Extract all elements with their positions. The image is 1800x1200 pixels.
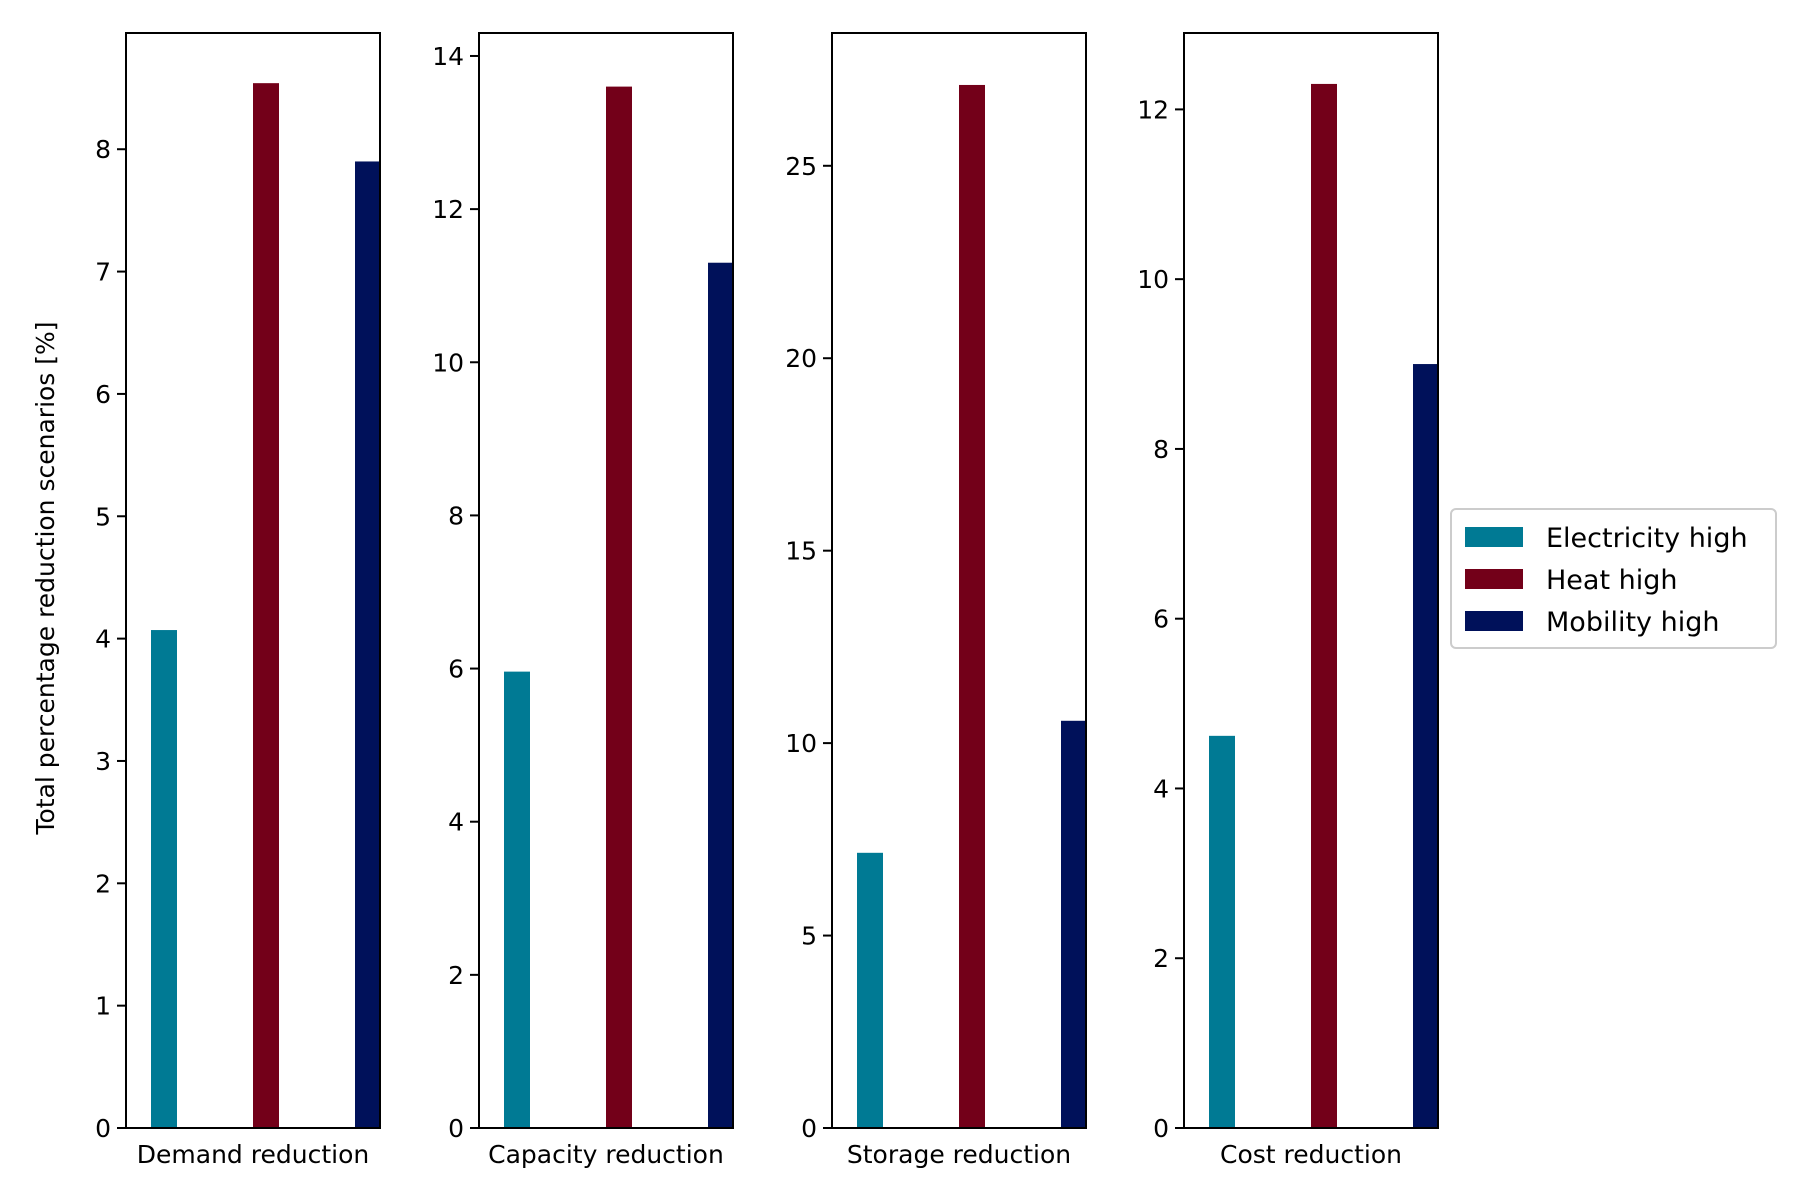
y-tick-label-cost-reduction: 12 (1137, 95, 1169, 124)
legend-swatch-heat-high (1465, 569, 1523, 589)
bar-demand-reduction-mobility-high (355, 161, 381, 1128)
y-tick-label-demand-reduction: 7 (95, 258, 111, 287)
y-tick-label-capacity-reduction: 4 (448, 808, 464, 837)
y-tick-label-cost-reduction: 2 (1153, 944, 1169, 973)
panel-demand-reduction: 0 1 2 3 4 5 6 7 8 Demand reduction (95, 32, 381, 1169)
bar-demand-reduction-electricity-high (151, 630, 177, 1128)
legend-label-electricity-high: Electricity high (1546, 523, 1748, 554)
y-tick-label-storage-reduction: 25 (785, 152, 817, 181)
bar-capacity-reduction-heat-high (606, 86, 632, 1128)
y-tick-label-demand-reduction: 1 (95, 992, 111, 1021)
legend-swatch-mobility-high (1465, 611, 1523, 631)
panel-storage-reduction: 0 5 10 15 20 25 Storage reduction (785, 32, 1087, 1169)
bar-demand-reduction-heat-high (253, 83, 279, 1129)
y-tick-label-cost-reduction: 8 (1153, 435, 1169, 464)
y-tick-label-demand-reduction: 5 (95, 502, 111, 531)
axes-frame-demand-reduction (125, 32, 381, 1129)
bar-storage-reduction-mobility-high (1061, 720, 1087, 1128)
panel-capacity-reduction: 0 2 4 6 8 10 12 14 Capacity reduction (432, 32, 734, 1169)
y-tick-label-cost-reduction: 0 (1153, 1114, 1169, 1143)
bar-storage-reduction-electricity-high (857, 852, 883, 1128)
bar-cost-reduction-electricity-high (1209, 735, 1235, 1128)
bar-storage-reduction-heat-high (959, 84, 985, 1128)
x-label-demand-reduction: Demand reduction (137, 1140, 369, 1169)
y-tick-label-demand-reduction: 2 (95, 869, 111, 898)
x-label-cost-reduction: Cost reduction (1220, 1140, 1402, 1169)
legend-label-mobility-high: Mobility high (1546, 607, 1719, 638)
y-tick-label-capacity-reduction: 2 (448, 961, 464, 990)
y-tick-label-capacity-reduction: 12 (432, 195, 464, 224)
bar-cost-reduction-heat-high (1311, 83, 1337, 1129)
y-tick-label-cost-reduction: 4 (1153, 774, 1169, 803)
axes-frame-storage-reduction (831, 32, 1087, 1129)
axes-frame-capacity-reduction (478, 32, 734, 1129)
y-tick-label-capacity-reduction: 14 (432, 42, 464, 71)
y-tick-label-capacity-reduction: 0 (448, 1114, 464, 1143)
y-tick-label-demand-reduction: 6 (95, 380, 111, 409)
y-tick-label-storage-reduction: 15 (785, 537, 817, 566)
y-tick-label-demand-reduction: 4 (95, 625, 111, 654)
legend-frame (1450, 508, 1777, 649)
legend: Electricity high Heat high Mobility high (1450, 508, 1777, 649)
y-axis-title: Total percentage reduction scenarios [%] (31, 321, 60, 835)
legend-label-heat-high: Heat high (1546, 565, 1678, 596)
bar-capacity-reduction-electricity-high (504, 671, 530, 1128)
legend-swatch-electricity-high (1465, 527, 1523, 547)
y-tick-label-demand-reduction: 3 (95, 747, 111, 776)
y-tick-label-storage-reduction: 20 (785, 344, 817, 373)
y-tick-label-demand-reduction: 0 (95, 1114, 111, 1143)
bar-capacity-reduction-mobility-high (708, 262, 734, 1128)
y-tick-label-cost-reduction: 10 (1137, 265, 1169, 294)
x-label-capacity-reduction: Capacity reduction (488, 1140, 724, 1169)
y-tick-label-cost-reduction: 6 (1153, 605, 1169, 634)
panel-cost-reduction: 0 2 4 6 8 10 12 Cost reduction (1137, 32, 1439, 1169)
x-label-storage-reduction: Storage reduction (847, 1140, 1071, 1169)
y-tick-label-capacity-reduction: 6 (448, 655, 464, 684)
y-tick-label-capacity-reduction: 10 (432, 348, 464, 377)
y-tick-label-demand-reduction: 8 (95, 135, 111, 164)
y-tick-label-storage-reduction: 5 (801, 922, 817, 951)
y-tick-label-storage-reduction: 0 (801, 1114, 817, 1143)
y-tick-label-capacity-reduction: 8 (448, 501, 464, 530)
y-tick-label-storage-reduction: 10 (785, 729, 817, 758)
bar-cost-reduction-mobility-high (1413, 364, 1439, 1128)
axes-frame-cost-reduction (1183, 32, 1439, 1129)
